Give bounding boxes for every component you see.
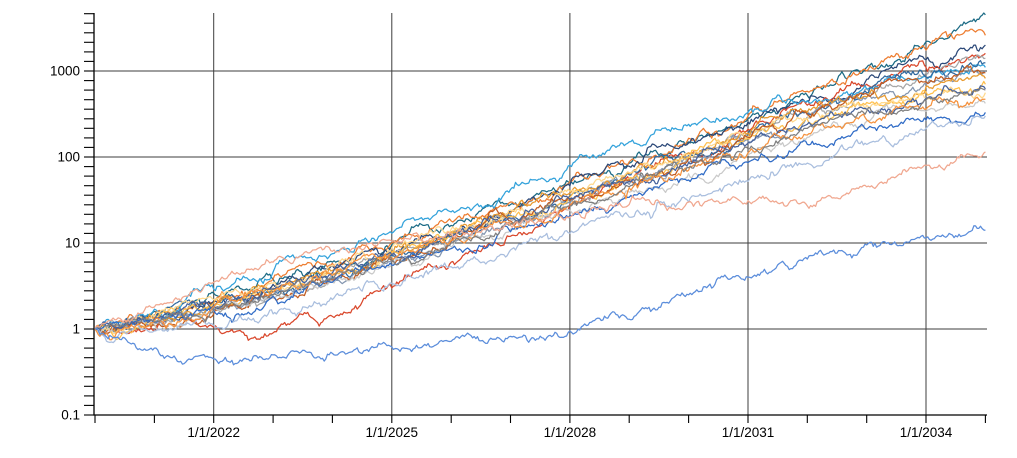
x-tick-label: 1/1/2028	[544, 425, 597, 440]
y-tick-label: 1	[72, 322, 80, 337]
y-tick-label: 10	[65, 236, 80, 251]
series-line-path-brick-red	[94, 52, 986, 341]
series-line-path-cornflower	[94, 225, 986, 366]
tick-marks	[84, 13, 986, 423]
y-tick-label: 1000	[50, 64, 80, 79]
series-line-path-medium-blue	[94, 111, 986, 331]
series-line-path-dark-orange	[94, 64, 986, 335]
gridlines	[94, 13, 987, 415]
series-lines	[94, 12, 986, 366]
x-tick-label: 1/1/2025	[366, 425, 419, 440]
series-line-path-teal-dark	[94, 12, 986, 331]
x-tick-label: 1/1/2031	[722, 425, 775, 440]
series-line-path-salmon	[94, 151, 986, 330]
tick-labels: 0.1 1 10 100 1000 1/1/2022 1/1/2025 1/1/2028 1/1…	[50, 64, 953, 440]
y-tick-label: 0.1	[61, 408, 80, 423]
x-tick-label: 1/1/2022	[187, 425, 240, 440]
x-tick-label: 1/1/2034	[900, 425, 953, 440]
series-line-path-orange	[94, 28, 986, 332]
y-tick-label: 100	[57, 150, 80, 165]
series-line-path-periwinkle	[94, 115, 986, 344]
series-line-path-dark-gray	[94, 87, 986, 330]
series-line-path-indigo	[95, 85, 986, 330]
series-line-path-orange-light	[94, 96, 986, 341]
series-line-path-pale-yellow	[94, 86, 986, 335]
